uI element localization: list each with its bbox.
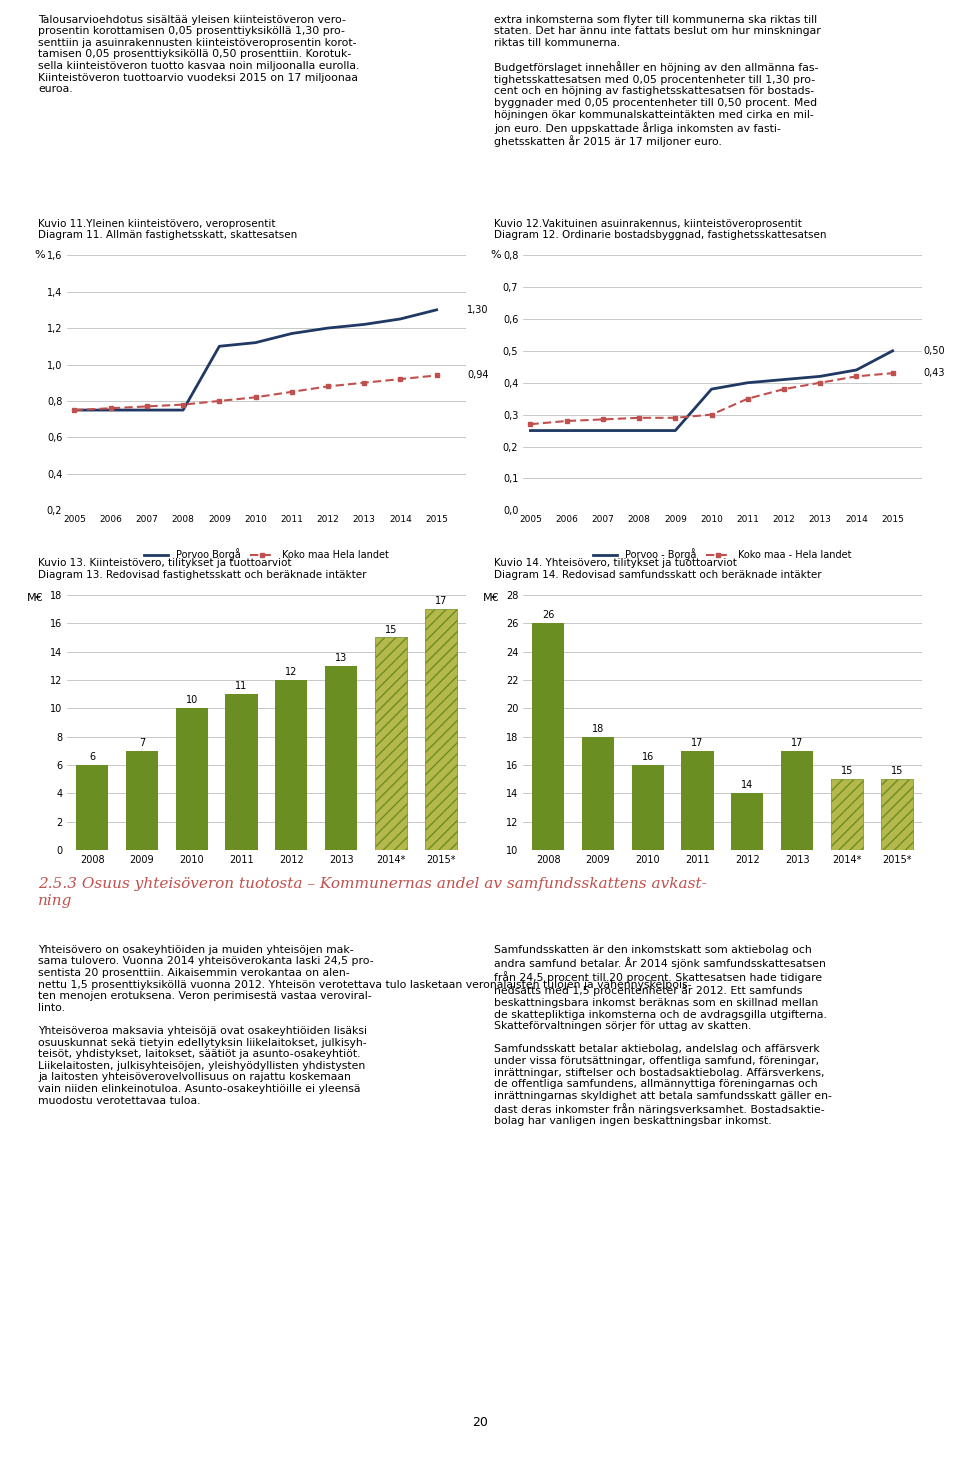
- Text: 0,94: 0,94: [468, 370, 489, 381]
- Text: 7: 7: [139, 738, 145, 748]
- Bar: [682, 751, 713, 991]
- Text: 17: 17: [791, 738, 804, 748]
- Legend: Porvoo Borgå, Koko maa Hela landet: Porvoo Borgå, Koko maa Hela landet: [140, 544, 393, 564]
- Bar: [732, 793, 763, 991]
- Text: Kuvio 14. Yhteisövero, tilitykset ja tuottoarviot
Diagram 14. Redovisad samfunds: Kuvio 14. Yhteisövero, tilitykset ja tuo…: [494, 558, 822, 580]
- Text: 0,50: 0,50: [924, 346, 945, 356]
- Text: 2.5.3 Osuus yhteisöveron tuotosta – Kommunernas andel av samfundsskattens avkast: 2.5.3 Osuus yhteisöveron tuotosta – Komm…: [38, 878, 708, 907]
- Y-axis label: %: %: [34, 251, 44, 261]
- Bar: [76, 765, 108, 850]
- Text: extra inkomsterna som flyter till kommunerna ska riktas till
staten. Det har änn: extra inkomsterna som flyter till kommun…: [494, 15, 821, 147]
- Text: 18: 18: [591, 723, 604, 733]
- Text: 11: 11: [235, 681, 248, 691]
- Y-axis label: M€: M€: [483, 592, 499, 602]
- Text: Yhteisövero on osakeyhtiöiden ja muiden yhteisöjen mak-
sama tulovero. Vuonna 20: Yhteisövero on osakeyhtiöiden ja muiden …: [38, 945, 692, 1105]
- Y-axis label: %: %: [490, 251, 500, 261]
- Text: 10: 10: [185, 695, 198, 706]
- Bar: [780, 751, 813, 991]
- Bar: [582, 736, 614, 991]
- Bar: [226, 694, 257, 850]
- Text: Talousarvioehdotus sisältää yleisen kiinteistöveron vero-
prosentin korottamisen: Talousarvioehdotus sisältää yleisen kiin…: [38, 15, 360, 95]
- Text: 15: 15: [891, 767, 903, 776]
- Text: Kuvio 13. Kiinteistövero, tilitykset ja tuottoarviot
Diagram 13. Redovisad fasti: Kuvio 13. Kiinteistövero, tilitykset ja …: [38, 558, 367, 580]
- Text: 14: 14: [741, 780, 754, 790]
- Text: 26: 26: [541, 611, 554, 621]
- Bar: [880, 779, 913, 991]
- Bar: [424, 609, 457, 850]
- Y-axis label: M€: M€: [27, 592, 43, 602]
- Bar: [126, 751, 158, 850]
- Bar: [374, 637, 407, 850]
- Text: 20: 20: [472, 1416, 488, 1429]
- Legend: Porvoo - Borgå, Koko maa - Hela landet: Porvoo - Borgå, Koko maa - Hela landet: [589, 544, 855, 564]
- Text: Samfundsskatten är den inkomstskatt som aktiebolag och
andra samfund betalar. År: Samfundsskatten är den inkomstskatt som …: [494, 945, 832, 1127]
- Bar: [324, 666, 357, 850]
- Bar: [830, 779, 863, 991]
- Bar: [276, 679, 307, 850]
- Text: 16: 16: [641, 752, 654, 763]
- Bar: [532, 623, 564, 991]
- Text: 0,43: 0,43: [924, 369, 945, 378]
- Bar: [632, 765, 664, 991]
- Text: 1,30: 1,30: [468, 305, 489, 315]
- Text: 15: 15: [841, 767, 853, 776]
- Text: 13: 13: [335, 653, 348, 663]
- Text: 17: 17: [691, 738, 704, 748]
- Bar: [176, 709, 208, 850]
- Text: Kuvio 12.Vakituinen asuinrakennus, kiinteistöveroprosentit
Diagram 12. Ordinarie: Kuvio 12.Vakituinen asuinrakennus, kiint…: [494, 219, 827, 241]
- Text: 12: 12: [285, 668, 298, 677]
- Text: 15: 15: [385, 624, 397, 634]
- Text: Kuvio 11.Yleinen kiinteistövero, veroprosentit
Diagram 11. Allmän fastighetsskat: Kuvio 11.Yleinen kiinteistövero, veropro…: [38, 219, 298, 241]
- Text: 17: 17: [435, 596, 447, 607]
- Text: 6: 6: [89, 752, 95, 763]
